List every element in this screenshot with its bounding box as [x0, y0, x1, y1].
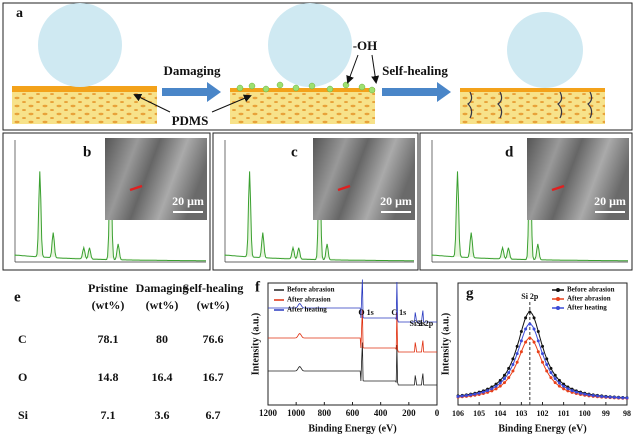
coating	[460, 88, 605, 92]
cell: 80	[156, 332, 168, 346]
peak-label: O 1s	[358, 308, 373, 317]
marker	[551, 184, 565, 192]
panel-label: a	[16, 6, 23, 21]
cell: 78.1	[98, 332, 119, 346]
x-tick-label: 800	[318, 408, 332, 418]
legend-marker	[556, 297, 560, 301]
column-unit: (wt%)	[146, 298, 179, 312]
x-axis-title: Binding Energy (eV)	[308, 423, 396, 434]
x-tick-label: 101	[558, 409, 570, 418]
scale-bar-label: 20 μm	[172, 194, 204, 208]
column-header: Pristine	[88, 281, 129, 295]
hydroxyl-groups	[236, 81, 376, 94]
curve	[457, 323, 627, 399]
column-header: Self-healing	[183, 281, 244, 295]
cell: 3.6	[155, 408, 170, 422]
marker	[337, 184, 351, 192]
x-tick-label: 1000	[287, 408, 306, 418]
x-tick-label: 105	[473, 409, 485, 418]
column-unit: (wt%)	[197, 298, 230, 312]
sem-image	[105, 138, 207, 220]
x-tick-label: 98	[623, 409, 631, 418]
legend-label: Before abrasion	[287, 286, 335, 294]
cell: 7.1	[101, 408, 116, 422]
curve	[457, 337, 627, 399]
legend-label: Before abrasion	[567, 286, 615, 294]
annotation: -OH	[353, 38, 378, 53]
arrow	[382, 82, 451, 102]
x-axis-title: Binding Energy (eV)	[498, 423, 586, 434]
sem-image	[527, 138, 629, 220]
substrate	[230, 92, 375, 124]
row-header: O	[18, 370, 27, 384]
row-header: C	[18, 332, 27, 346]
legend-label: After abrasion	[567, 295, 611, 303]
droplet	[507, 12, 583, 88]
arrow	[162, 82, 221, 102]
x-tick-label: 106	[452, 409, 464, 418]
substrate	[12, 92, 157, 124]
peak-label: Si 2p	[416, 319, 434, 328]
panel-label: g	[466, 285, 474, 301]
substrate	[460, 92, 605, 124]
coating	[12, 86, 157, 92]
peak-label: C 1s	[391, 308, 406, 317]
x-tick-label: 1200	[259, 408, 278, 418]
cell: 16.4	[152, 370, 173, 384]
peak-label: Si 2s	[410, 319, 426, 328]
step-label: Damaging	[163, 63, 221, 78]
legend-label: After abrasion	[287, 296, 331, 304]
column-header: Damaging	[136, 281, 189, 295]
x-tick-label: 0	[435, 408, 440, 418]
droplet	[268, 3, 352, 87]
x-tick-label: 103	[515, 409, 527, 418]
legend-label: After heating	[287, 306, 327, 314]
cell: 16.7	[203, 370, 224, 384]
x-tick-label: 99	[602, 409, 610, 418]
row-header: Si	[18, 408, 29, 422]
x-tick-label: 104	[494, 409, 506, 418]
x-tick-label: 200	[402, 408, 416, 418]
reference-label: Si 2p	[521, 292, 539, 301]
legend-marker	[556, 288, 560, 292]
cell: 14.8	[98, 370, 119, 384]
spectrum	[268, 309, 437, 353]
droplet	[38, 3, 122, 87]
panel-label: d	[505, 144, 514, 160]
x-tick-label: 102	[537, 409, 549, 418]
spectrum	[268, 342, 437, 386]
column-unit: (wt%)	[92, 298, 125, 312]
x-tick-label: 100	[579, 409, 591, 418]
x-tick-label: 600	[346, 408, 360, 418]
legend-marker	[556, 306, 560, 310]
annotation: PDMS	[172, 113, 209, 128]
panel-label: e	[14, 289, 21, 305]
scale-bar-label: 20 μm	[594, 194, 626, 208]
x-tick-label: 400	[374, 408, 388, 418]
panel-label: c	[291, 144, 298, 160]
y-axis-title: Intensity (a.u.)	[440, 313, 451, 376]
scale-bar-label: 20 μm	[380, 194, 412, 208]
panel-label: b	[83, 144, 91, 160]
cell: 6.7	[206, 408, 221, 422]
sem-image	[313, 138, 415, 220]
cell: 76.6	[203, 332, 224, 346]
marker	[129, 184, 143, 192]
chains	[467, 91, 593, 119]
step-label: Self-healing	[382, 63, 448, 78]
y-axis-title: Intensity (a.u.)	[250, 313, 261, 376]
legend-label: After heating	[567, 304, 607, 312]
spectrum	[268, 279, 437, 323]
coating	[230, 88, 375, 92]
panel-label: f	[255, 279, 261, 295]
